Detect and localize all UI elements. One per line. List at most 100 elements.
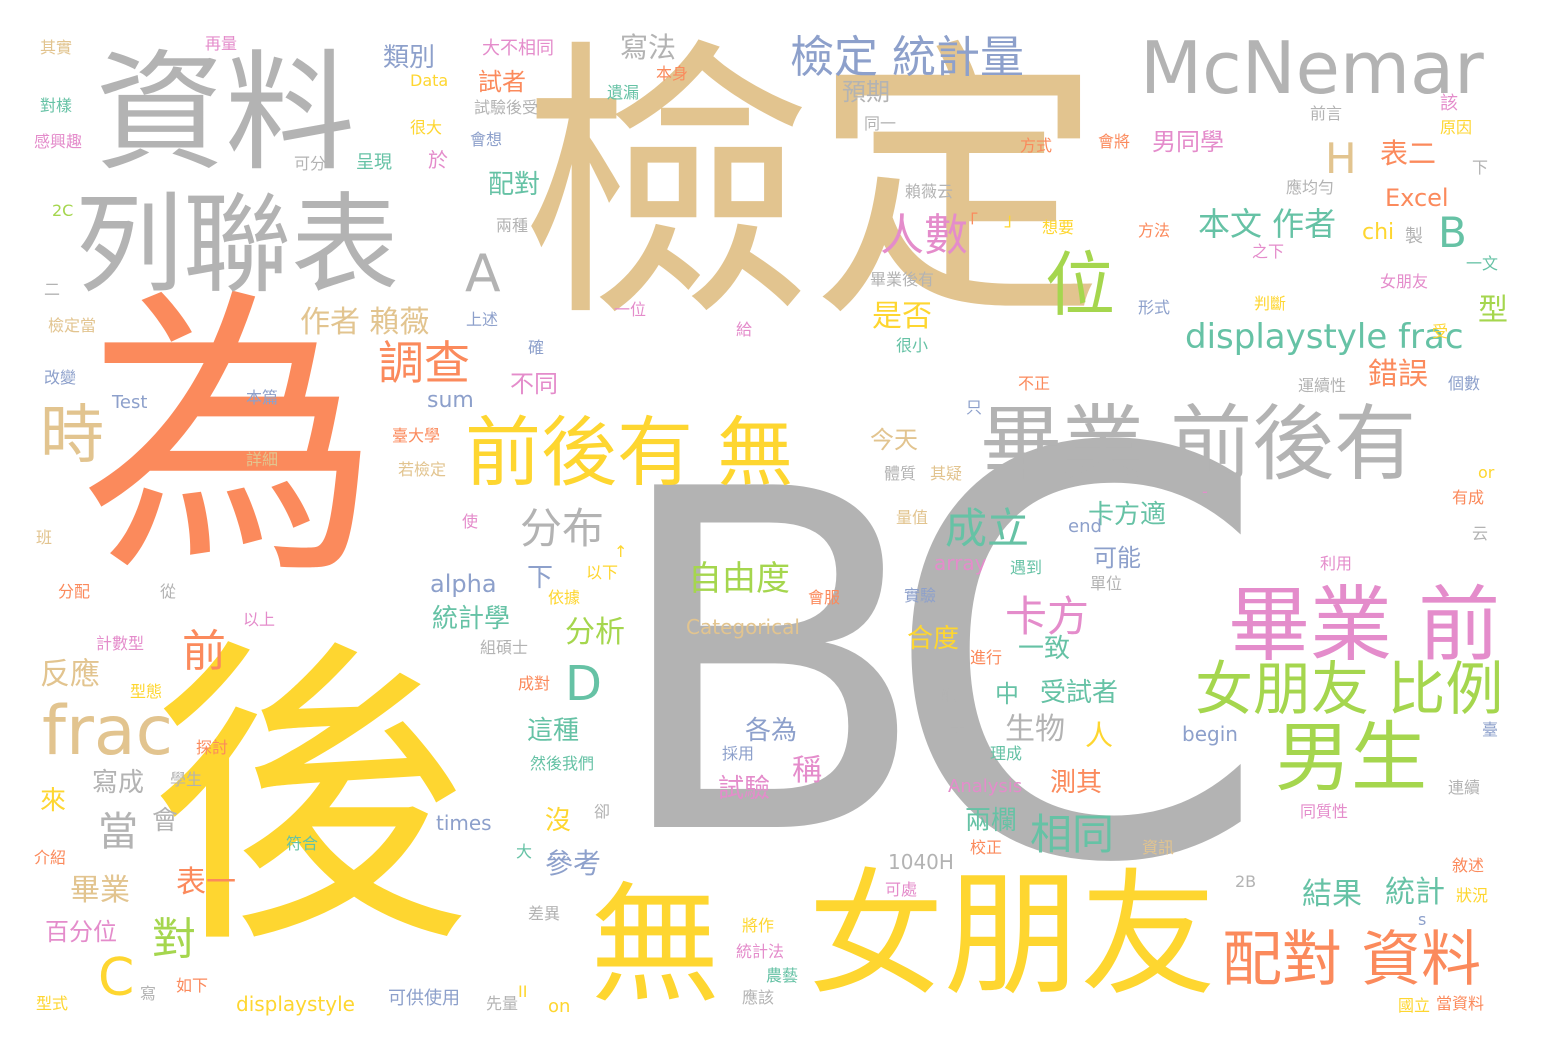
cloud-word: 成對 [518, 674, 551, 693]
cloud-word: or [1478, 463, 1495, 482]
cloud-word: 使 [462, 512, 479, 531]
cloud-word: - [1202, 482, 1208, 501]
cloud-word: 從 [160, 582, 177, 601]
cloud-word: 來 [40, 786, 67, 816]
cloud-word: 檢定當 [48, 316, 97, 335]
cloud-word: 2C [52, 201, 74, 220]
cloud-word: 本文 作者 [1198, 205, 1337, 243]
cloud-word: 云 [1472, 524, 1489, 543]
cloud-word: chi [1362, 220, 1395, 245]
cloud-word: 卡方適 [1088, 500, 1167, 530]
cloud-word: 畢業 前後有 [980, 397, 1417, 492]
cloud-word: 自由度 [688, 559, 790, 599]
cloud-word: 稱 [792, 753, 822, 788]
cloud-word: 列聯表 [75, 183, 400, 308]
cloud-word: 作者 賴薇 [300, 305, 430, 340]
cloud-word: 方法 [1138, 221, 1171, 240]
cloud-word: 為 [80, 265, 380, 614]
cloud-word: 若檢定 [398, 460, 447, 479]
cloud-word: 預期 [842, 78, 890, 106]
cloud-word: 賴薇云 [905, 182, 954, 201]
cloud-word: 確 [528, 338, 545, 357]
cloud-word: 2B [1235, 872, 1257, 891]
cloud-word: 以下 [586, 563, 619, 582]
cloud-word: 學生 [170, 770, 203, 789]
cloud-word: 如下 [176, 976, 209, 995]
cloud-word: begin [1182, 722, 1238, 746]
cloud-word: 一文 [1466, 254, 1499, 273]
cloud-word: 男生 [1275, 713, 1427, 802]
cloud-word: 符合 [286, 834, 319, 853]
cloud-word: 會服 [808, 588, 841, 607]
cloud-word: 配對 資料 [1222, 925, 1482, 995]
cloud-word: 可能 [1093, 544, 1141, 572]
cloud-word: 畢業後有 [870, 270, 935, 289]
cloud-word: 前後有 無 [465, 408, 794, 497]
cloud-word: 」 [1004, 210, 1022, 231]
cloud-word: 本身 [656, 64, 689, 83]
cloud-word: 配 [940, 686, 957, 705]
cloud-word: on [548, 996, 571, 1017]
cloud-word: 可分 [294, 154, 327, 173]
cloud-word: 不 [950, 724, 967, 743]
cloud-word: 很大 [410, 118, 443, 137]
cloud-word: A [465, 244, 501, 304]
cloud-word: 無 [590, 869, 721, 1021]
cloud-word: 是否 [872, 299, 932, 334]
cloud-word: 農藝 [766, 966, 799, 985]
cloud-word: 結果 [1302, 877, 1362, 912]
cloud-word: 試驗後受 [474, 98, 539, 117]
cloud-word: McNemar [1140, 26, 1484, 110]
cloud-word: 女朋友 比例 [1195, 655, 1504, 723]
cloud-word: 表二 [1380, 137, 1437, 170]
cloud-word: 會將 [1098, 132, 1131, 151]
cloud-word: 試者 [478, 68, 526, 96]
cloud-word: 人數 [880, 210, 968, 261]
cloud-word: 採用 [722, 744, 755, 763]
cloud-word: alpha [430, 570, 497, 598]
cloud-word: 寫成 [92, 768, 145, 798]
cloud-word: 個數 [1448, 374, 1481, 393]
cloud-word: 分布 [520, 504, 605, 553]
cloud-word: 臺 [1482, 720, 1499, 739]
cloud-word: 只 [966, 398, 983, 417]
cloud-word: 國立 [1398, 996, 1431, 1015]
cloud-word: 女朋友 [808, 857, 1216, 1015]
cloud-word: 錯誤 [1368, 357, 1428, 392]
cloud-word: 有成 [1452, 488, 1485, 507]
cloud-word: 下 [1472, 158, 1489, 177]
cloud-word: 應該 [742, 988, 775, 1007]
cloud-word: ↑ [614, 542, 628, 561]
cloud-word: 想要 [1042, 218, 1075, 237]
cloud-word: 資料 [95, 37, 356, 189]
cloud-word: 時 [40, 399, 104, 473]
cloud-word: 測其 [1050, 768, 1103, 798]
cloud-word: 當 [98, 809, 138, 855]
cloud-word: 成立 [945, 504, 1030, 553]
cloud-word: 先量 [486, 994, 519, 1013]
cloud-word: 同一 [864, 114, 897, 133]
cloud-word: 遺漏 [607, 83, 640, 102]
cloud-word: 然後我們 [530, 754, 595, 773]
cloud-word: 下 [527, 563, 554, 593]
cloud-word: B [608, 391, 931, 938]
cloud-word: 以上 [243, 610, 276, 629]
cloud-word: 中 [995, 680, 1019, 708]
cloud-word: frac [42, 692, 173, 771]
cloud-word: Analysis [948, 776, 1023, 797]
cloud-word: C [98, 948, 135, 1008]
cloud-word: Categorical [686, 615, 800, 639]
cloud-word: 運續性 [1298, 376, 1347, 395]
cloud-word: 配對 [488, 170, 541, 200]
cloud-word: 人 [1085, 719, 1114, 752]
cloud-word: 試驗 [718, 774, 771, 804]
cloud-word: 大 [516, 842, 533, 861]
cloud-word: 統計法 [736, 942, 785, 961]
cloud-word: 型式 [36, 994, 69, 1013]
cloud-word: 寫法 [620, 31, 677, 64]
cloud-word: 連續 [1448, 778, 1481, 797]
cloud-word: 類別 [383, 43, 436, 73]
cloud-word: 方式 [1020, 136, 1053, 155]
cloud-word: 上述 [466, 310, 499, 329]
cloud-word: 表一 [176, 865, 236, 900]
